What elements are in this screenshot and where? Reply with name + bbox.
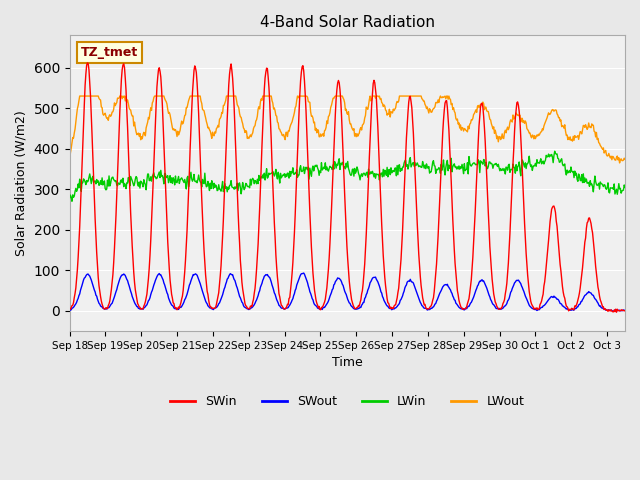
Text: TZ_tmet: TZ_tmet [81, 46, 138, 59]
Legend: SWin, SWout, LWin, LWout: SWin, SWout, LWin, LWout [166, 390, 529, 413]
Y-axis label: Solar Radiation (W/m2): Solar Radiation (W/m2) [15, 110, 28, 256]
X-axis label: Time: Time [332, 356, 363, 369]
Title: 4-Band Solar Radiation: 4-Band Solar Radiation [260, 15, 435, 30]
